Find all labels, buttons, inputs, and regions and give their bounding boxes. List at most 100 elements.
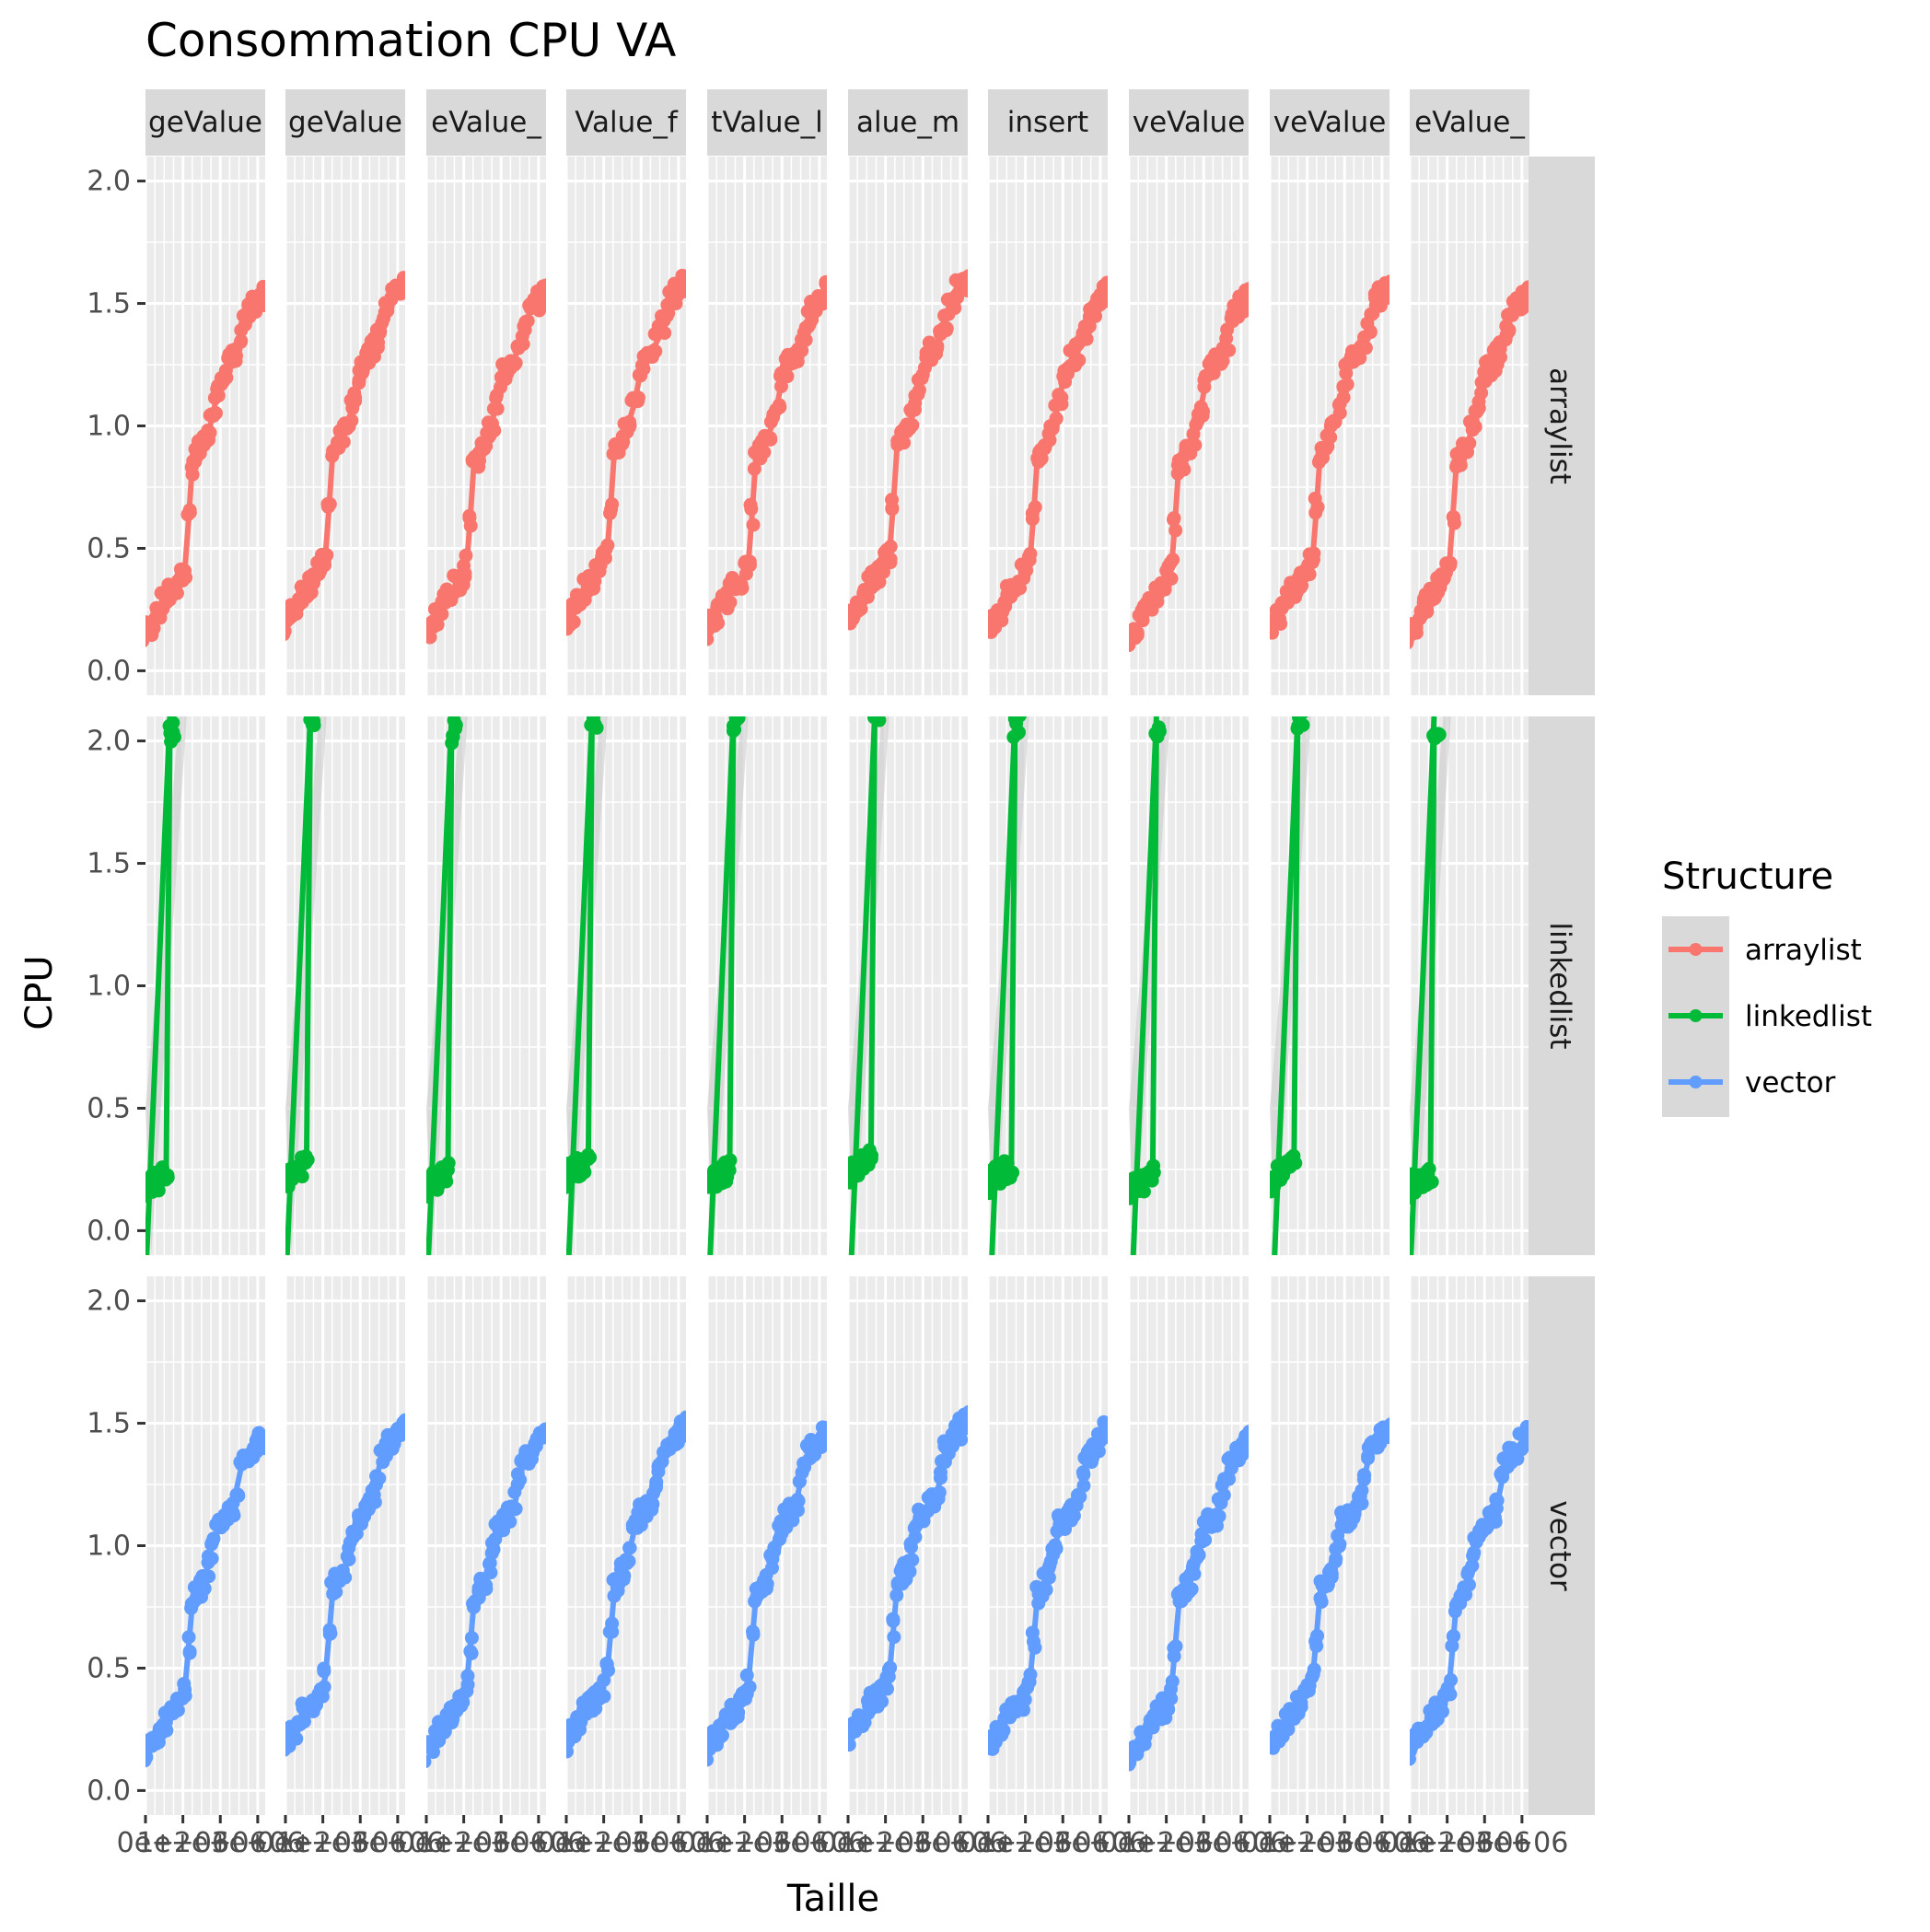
panel-vector-9 bbox=[1268, 1276, 1389, 1815]
panel-linkedlist-9 bbox=[1268, 716, 1389, 1255]
vector-data-point bbox=[679, 1427, 686, 1442]
strip-background bbox=[1410, 89, 1529, 156]
arraylist-data-point bbox=[1340, 377, 1354, 391]
vector-data-point bbox=[445, 1716, 459, 1730]
panel-vector-3 bbox=[424, 1276, 546, 1815]
vector-data-point bbox=[230, 1487, 245, 1502]
vector-data-point bbox=[227, 1508, 241, 1523]
panel-data bbox=[848, 269, 968, 631]
vector-data-point bbox=[1184, 1582, 1199, 1597]
arraylist-data-point bbox=[344, 413, 359, 428]
y-tick-label: 1.5 bbox=[87, 288, 131, 320]
y-tick-label: 1.0 bbox=[87, 971, 131, 1003]
arraylist-data-point bbox=[1054, 397, 1069, 412]
vector-data-point bbox=[1313, 1591, 1328, 1606]
arraylist-data-point bbox=[179, 570, 193, 585]
linkedlist-data-point bbox=[295, 1170, 309, 1184]
column-strip-label: geValue bbox=[148, 106, 262, 139]
arraylist-data-point bbox=[1517, 298, 1529, 313]
vector-data-point bbox=[1075, 1465, 1090, 1480]
x-tick-label: 1e+06 bbox=[1120, 1827, 1213, 1859]
y-tick-label: 0.5 bbox=[87, 1652, 131, 1684]
axes-group: 0.00.51.01.52.00.00.51.01.52.00e+1e+062e… bbox=[87, 166, 1568, 1859]
vector-data-point bbox=[1021, 1675, 1036, 1690]
arraylist-data-point bbox=[795, 343, 809, 358]
vector-data-point bbox=[385, 1441, 400, 1456]
vector-data-point bbox=[1444, 1672, 1459, 1687]
arraylist-data-point bbox=[1099, 275, 1108, 290]
vector-data-point bbox=[256, 1441, 265, 1456]
arraylist-data-point bbox=[930, 339, 945, 354]
vector-data-point bbox=[759, 1581, 773, 1596]
vector-data-point bbox=[1028, 1640, 1042, 1655]
y-tick-label: 1.5 bbox=[87, 1408, 131, 1440]
panel-linkedlist-4 bbox=[564, 716, 686, 1255]
vector-data-point bbox=[679, 1410, 686, 1425]
legend-key-point bbox=[1689, 1076, 1703, 1088]
column-strip-label: alue_m bbox=[856, 106, 959, 139]
linkedlist-data-point bbox=[1296, 717, 1310, 732]
vector-data-point bbox=[1076, 1478, 1091, 1493]
y-tick-label: 2.0 bbox=[87, 166, 131, 198]
arraylist-data-point bbox=[1502, 324, 1517, 339]
panel-linkedlist-2 bbox=[284, 716, 405, 1255]
arraylist-data-point bbox=[1028, 500, 1042, 515]
arraylist-data-point bbox=[1130, 628, 1145, 643]
vector-data-point bbox=[996, 1723, 1011, 1738]
panel-linkedlist-3 bbox=[424, 716, 546, 1255]
panel-data bbox=[566, 1410, 686, 1759]
arraylist-data-point bbox=[790, 355, 805, 369]
arraylist-data-point bbox=[907, 402, 922, 417]
chart-title: Consommation CPU VA bbox=[145, 14, 676, 67]
x-tick-label: 2e+06 bbox=[1017, 1827, 1110, 1859]
panel-data bbox=[426, 1422, 546, 1769]
panel-data bbox=[707, 274, 827, 646]
panel-data bbox=[145, 716, 187, 1255]
panel-vector-7 bbox=[986, 1276, 1108, 1815]
vector-data-point bbox=[649, 1474, 664, 1489]
x-tick-label: 2e+06 bbox=[877, 1827, 970, 1859]
vector-data-point bbox=[602, 1624, 617, 1639]
y-tick-label: 1.5 bbox=[87, 848, 131, 880]
arraylist-data-point bbox=[1384, 281, 1389, 296]
arraylist-data-point bbox=[459, 548, 473, 563]
panel-vector-4 bbox=[564, 1276, 686, 1815]
x-tick-label: 3e+06 bbox=[492, 1827, 585, 1859]
linkedlist-data-point bbox=[1011, 725, 1026, 739]
arraylist-data-point bbox=[679, 284, 686, 298]
vector-data-point bbox=[1243, 1432, 1249, 1446]
arraylist-data-point bbox=[648, 343, 663, 358]
vector-data-point bbox=[707, 1752, 715, 1767]
vector-data-point bbox=[883, 1660, 898, 1675]
panel-data bbox=[1129, 716, 1170, 1255]
vector-data-point bbox=[202, 1569, 216, 1584]
linkedlist-data-point bbox=[872, 716, 887, 727]
panel-arraylist-2 bbox=[284, 157, 405, 695]
arraylist-data-point bbox=[905, 418, 920, 433]
vector-data-point bbox=[1167, 1649, 1181, 1664]
vector-data-point bbox=[962, 1404, 968, 1419]
arraylist-data-point bbox=[1273, 611, 1287, 626]
panel-arraylist-4 bbox=[564, 157, 686, 695]
vector-data-point bbox=[1017, 1693, 1032, 1707]
panel-arraylist-7 bbox=[986, 157, 1108, 695]
arraylist-data-point bbox=[1319, 441, 1333, 456]
strips-group: geValue geValue eValue_ Value_f tValue_l alue… bbox=[145, 89, 1595, 1815]
row-strip-label: linkedlist bbox=[1543, 922, 1576, 1049]
strip-background bbox=[285, 89, 405, 156]
vector-data-point bbox=[393, 1428, 405, 1443]
vector-data-point bbox=[182, 1646, 197, 1660]
vector-data-point bbox=[886, 1612, 901, 1626]
panel-data bbox=[1410, 716, 1451, 1255]
vector-data-point bbox=[1212, 1508, 1227, 1523]
vector-data-point bbox=[1091, 1444, 1106, 1459]
arraylist-data-point bbox=[883, 540, 898, 554]
vector-data-point bbox=[1384, 1417, 1389, 1431]
arraylist-data-point bbox=[1453, 458, 1468, 472]
linkedlist-data-point bbox=[590, 716, 600, 719]
vector-data-point bbox=[479, 1582, 494, 1597]
vector-data-point bbox=[463, 1644, 478, 1658]
arraylist-data-point bbox=[506, 356, 521, 371]
vector-data-point bbox=[739, 1668, 754, 1682]
